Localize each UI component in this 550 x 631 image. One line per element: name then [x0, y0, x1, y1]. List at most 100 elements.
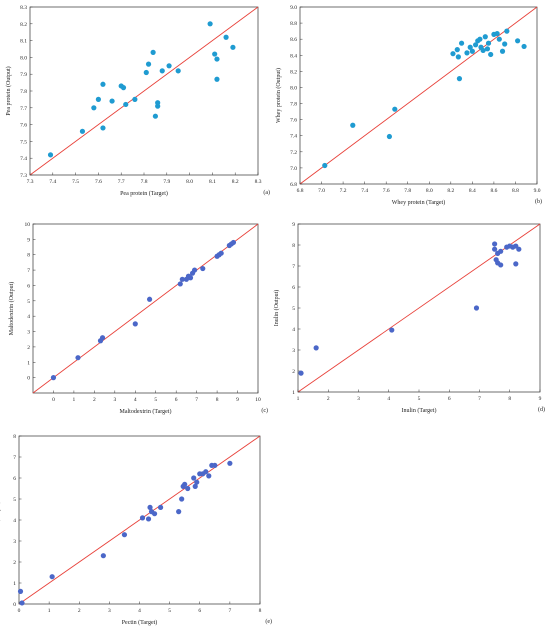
y-tick-label: 7 — [27, 268, 30, 274]
x-tick-label: 9 — [236, 397, 239, 403]
data-point — [504, 28, 510, 34]
data-point — [50, 375, 57, 381]
y-axis-label: Pea protein (Output) — [5, 66, 12, 115]
data-point — [230, 239, 237, 246]
data-point — [502, 41, 508, 47]
x-tick-label: 4 — [387, 396, 390, 402]
data-point — [458, 40, 465, 46]
data-point — [482, 34, 488, 40]
data-point — [218, 250, 224, 256]
chart-panel-2: 6.8 7.0 7.2 7.4 7.6 7.8 8.0 8.2 8.4 8.6 8.8 9.0 6.8 7… — [275, 5, 542, 206]
y-tick-label: 8 — [292, 243, 295, 249]
data-point — [187, 275, 194, 281]
reference-line — [32, 223, 259, 394]
x-axis-label: Whey protein (Target) — [392, 199, 445, 206]
data-point — [150, 49, 156, 55]
y-tick-label: 7 — [13, 455, 16, 461]
reference-line — [297, 223, 541, 393]
x-tick-label: 0 — [52, 397, 55, 403]
x-tick-label: 0 — [18, 608, 21, 614]
y-tick-label: 8.1 — [20, 39, 27, 45]
x-tick-label: 8.0 — [186, 179, 193, 185]
x-tick-label: 6.8 — [297, 188, 304, 194]
data-point — [100, 553, 106, 559]
data-point — [467, 44, 473, 50]
y-tick-label: 9 — [292, 222, 295, 228]
y-axis-label: Inulin (Output) — [273, 290, 280, 327]
x-tick-label: 7 — [195, 397, 198, 403]
y-tick-label: 2 — [292, 369, 295, 375]
data-point — [223, 34, 229, 40]
x-tick-label: 7.9 — [163, 179, 170, 185]
y-tick-label: 8.8 — [290, 21, 297, 27]
x-axis-label: Maltodextrin (Target) — [120, 408, 172, 415]
y-tick-label: 10 — [25, 222, 31, 228]
data-point — [212, 462, 218, 468]
data-point — [516, 246, 522, 252]
y-tick-label: 7.8 — [20, 89, 27, 95]
data-point — [207, 21, 213, 27]
x-tick-label: 6 — [198, 608, 201, 614]
data-point — [214, 56, 220, 62]
data-point — [227, 460, 233, 466]
y-tick-label: 4 — [292, 327, 295, 333]
y-tick-label: 7.4 — [20, 156, 27, 162]
x-tick-label: 8 — [259, 608, 262, 614]
y-tick-label: 6 — [27, 283, 30, 289]
x-tick-label: 7.4 — [361, 188, 368, 194]
y-tick-label: 6 — [13, 476, 16, 482]
data-point — [17, 588, 24, 595]
data-point — [192, 483, 198, 489]
data-point — [480, 47, 486, 54]
x-tick-label: 1 — [48, 608, 51, 614]
x-tick-label: 7.2 — [340, 188, 347, 194]
data-point — [91, 105, 97, 111]
data-point — [392, 106, 398, 112]
x-tick-label: 7.6 — [383, 188, 390, 194]
y-tick-label: 8.4 — [290, 53, 297, 59]
y-tick-label: 3 — [27, 330, 30, 336]
y-tick-label: 1 — [27, 360, 30, 366]
x-tick-label: 7.3 — [27, 179, 34, 185]
x-tick-label: 5 — [168, 608, 171, 614]
data-point — [100, 125, 106, 131]
x-tick-label: 2 — [78, 608, 81, 614]
data-point — [132, 321, 138, 327]
data-point — [95, 96, 101, 102]
x-tick-label: 7.4 — [49, 179, 56, 185]
data-point — [521, 43, 527, 50]
data-point — [200, 265, 206, 272]
x-tick-label: 4 — [138, 608, 141, 614]
y-tick-label: 0 — [13, 602, 16, 608]
y-tick-label: 4 — [27, 314, 30, 320]
data-point — [148, 509, 155, 515]
x-tick-label: 8.2 — [232, 179, 239, 185]
x-tick-label: 9.0 — [534, 188, 541, 194]
data-point — [191, 475, 197, 481]
y-tick-label: 9 — [27, 237, 30, 243]
data-point — [496, 36, 502, 42]
data-point — [515, 38, 521, 44]
data-point — [147, 504, 153, 510]
y-tick-label: 7.6 — [290, 118, 297, 124]
data-point — [389, 327, 395, 333]
x-tick-label: 10 — [255, 397, 261, 403]
data-point — [177, 281, 183, 287]
x-tick-label: 2 — [93, 397, 96, 403]
data-point — [99, 335, 106, 341]
x-tick-label: 2 — [327, 396, 330, 402]
y-tick-label: 7.4 — [290, 134, 297, 140]
data-point — [155, 100, 161, 106]
data-point — [212, 51, 218, 57]
data-point — [484, 46, 491, 52]
data-point — [145, 61, 152, 67]
x-tick-label: 6 — [175, 397, 178, 403]
chart-panel-4: 1 2 3 4 5 6 7 8 9 1 2 3 4 5 6 7 8 9 Inulin (Target) Inulin … — [273, 222, 545, 414]
x-tick-label: 7.5 — [72, 179, 79, 185]
y-tick-label: 7.7 — [20, 106, 27, 112]
data-point — [143, 69, 149, 76]
data-point — [159, 68, 165, 74]
y-tick-label: 2 — [13, 560, 16, 566]
data-point — [350, 122, 356, 128]
data-point — [454, 47, 460, 53]
